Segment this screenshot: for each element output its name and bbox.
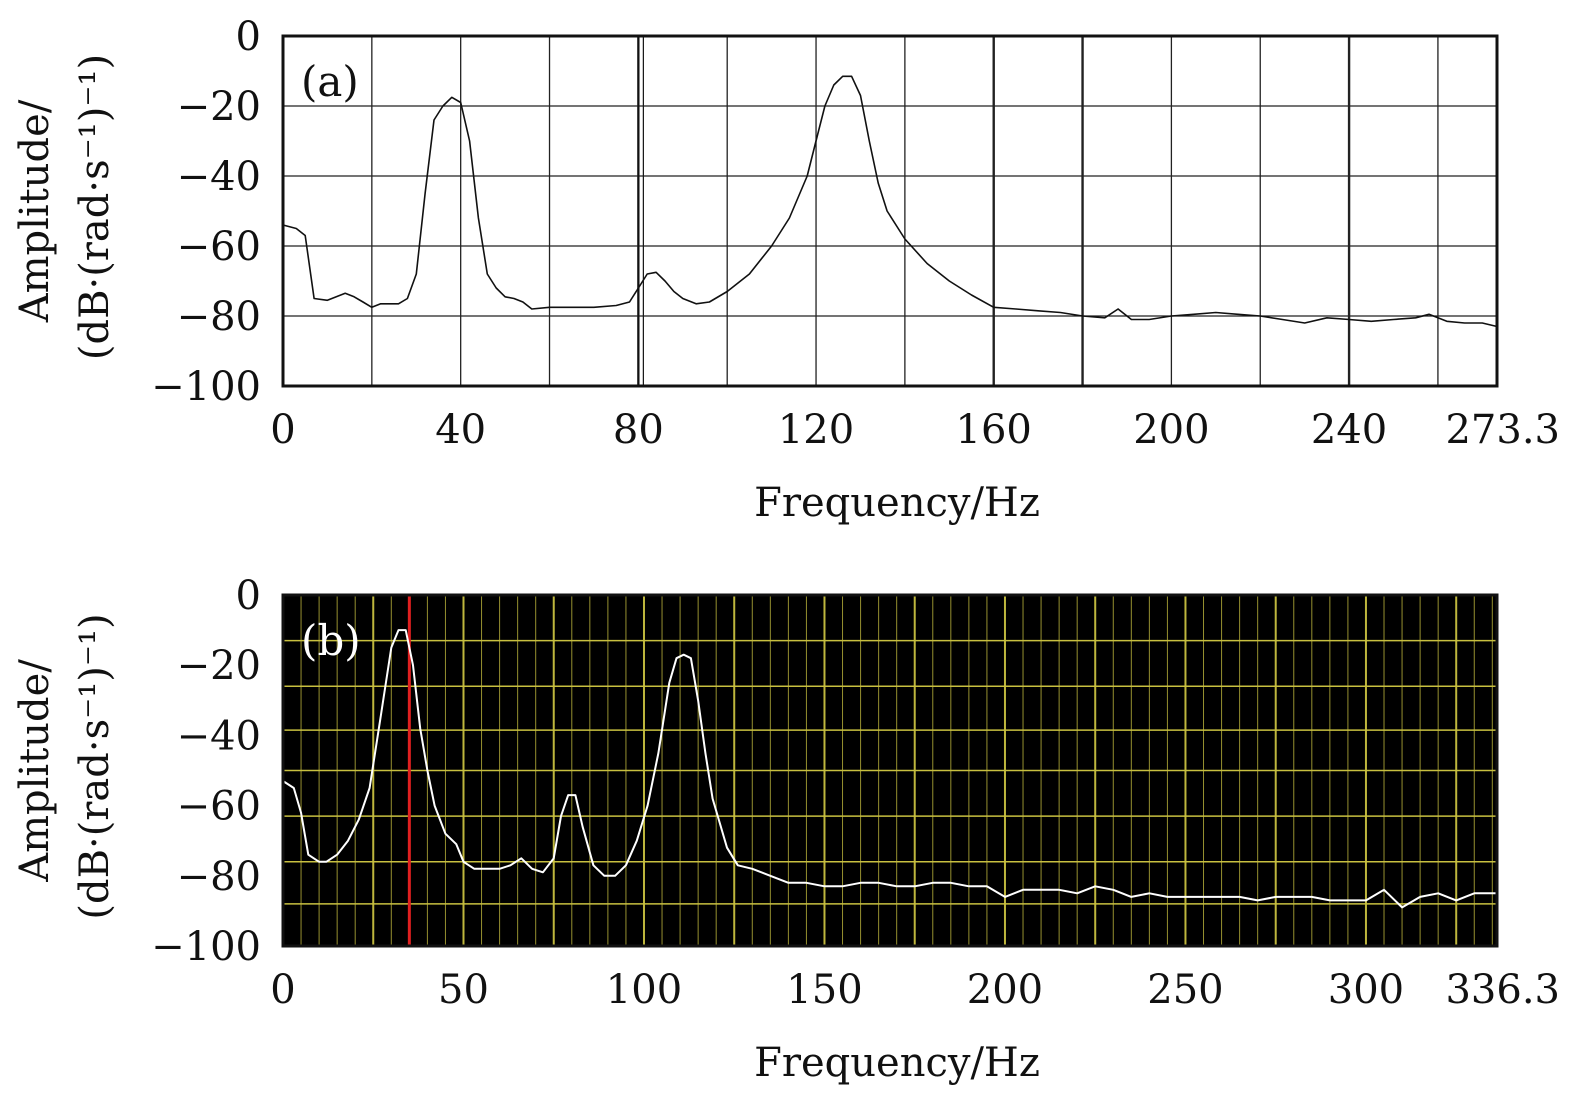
panel-b-y-axis-label-line2: (dB·(rad·s⁻¹)⁻¹) xyxy=(72,613,118,919)
panel-b: (b) 0 50 100 150 200 250 300 336.3 0 −20 −40 −60 −8… xyxy=(12,573,1560,1086)
x-tick-label: 100 xyxy=(606,967,682,1013)
panel-b-y-ticks: 0 −20 −40 −60 −80 −100 xyxy=(151,573,261,970)
panel-a-plot-area xyxy=(283,36,1497,386)
y-tick-label: 0 xyxy=(236,573,261,619)
panel-b-y-axis-label-line1: Amplitude/ xyxy=(12,659,58,883)
y-tick-label: −80 xyxy=(177,854,261,900)
panel-a-label: (a) xyxy=(301,57,359,106)
x-tick-label: 200 xyxy=(1133,407,1209,453)
x-tick-label: 0 xyxy=(270,967,295,1013)
x-tick-label: 0 xyxy=(270,407,295,453)
x-tick-label: 273.3 xyxy=(1445,407,1560,453)
x-tick-label: 336.3 xyxy=(1445,967,1560,1013)
panel-a-x-ticks: 0 40 80 120 160 200 240 273.3 xyxy=(270,407,1560,453)
panel-a-y-ticks: 0 −20 −40 −60 −80 −100 xyxy=(151,14,261,410)
x-tick-label: 120 xyxy=(778,407,854,453)
x-tick-label: 50 xyxy=(438,967,489,1013)
panel-a-y-axis-label-line2: (dB·(rad·s⁻¹)⁻¹) xyxy=(72,54,118,360)
y-tick-label: −40 xyxy=(177,713,261,759)
panel-a: (a) 0 40 80 120 160 200 240 273.3 0 −20 −40 −60 −80… xyxy=(12,14,1560,526)
y-tick-label: −80 xyxy=(177,294,261,340)
y-tick-label: −20 xyxy=(177,643,261,689)
panel-b-label: (b) xyxy=(301,616,361,665)
y-tick-label: −100 xyxy=(151,364,261,410)
y-tick-label: 0 xyxy=(236,14,261,60)
y-tick-label: −20 xyxy=(177,84,261,130)
x-tick-label: 160 xyxy=(956,407,1032,453)
panel-b-x-ticks: 0 50 100 150 200 250 300 336.3 xyxy=(270,967,1560,1013)
panel-a-y-axis-label-line1: Amplitude/ xyxy=(12,99,58,323)
x-tick-label: 40 xyxy=(435,407,486,453)
x-tick-label: 200 xyxy=(967,967,1043,1013)
panel-a-x-axis-label: Frequency/Hz xyxy=(754,480,1040,526)
y-tick-label: −60 xyxy=(177,784,261,830)
y-tick-label: −60 xyxy=(177,224,261,270)
y-tick-label: −100 xyxy=(151,924,261,970)
x-tick-label: 250 xyxy=(1147,967,1223,1013)
figure-canvas: (a) 0 40 80 120 160 200 240 273.3 0 −20 −40 −60 −80… xyxy=(0,0,1575,1102)
panel-b-x-axis-label: Frequency/Hz xyxy=(754,1040,1040,1086)
x-tick-label: 240 xyxy=(1311,407,1387,453)
x-tick-label: 150 xyxy=(786,967,862,1013)
x-tick-label: 300 xyxy=(1328,967,1404,1013)
y-tick-label: −40 xyxy=(177,154,261,200)
x-tick-label: 80 xyxy=(613,407,664,453)
